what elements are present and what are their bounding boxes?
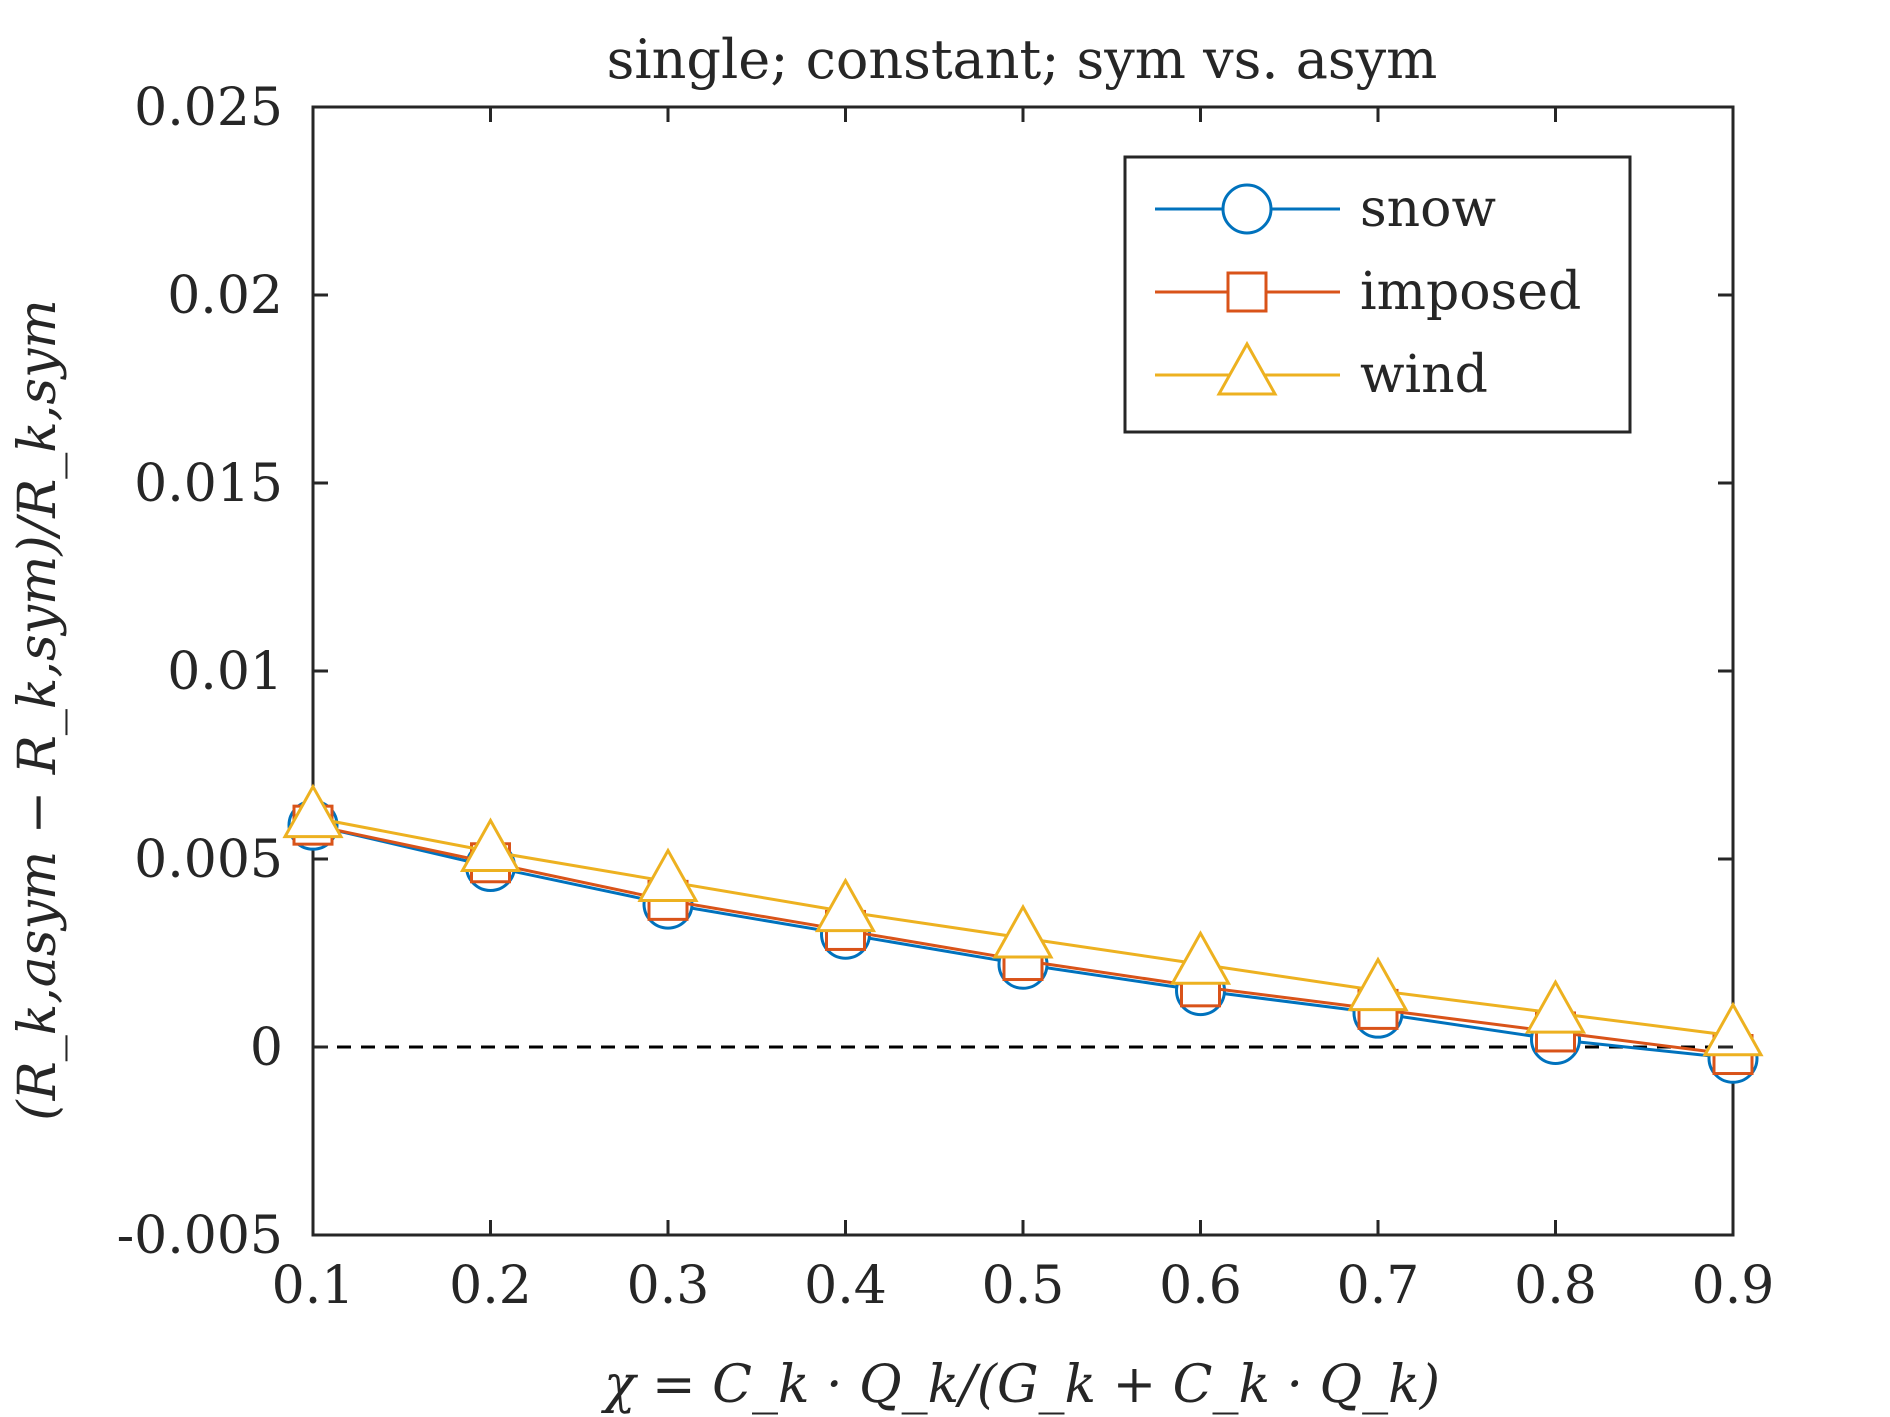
ticks-layer: 0.1 0.2 0.3 0.4 0.5 0.6 0.7 0.8 0.9 -0.005 0 0.005 0… xyxy=(117,78,1775,1316)
y-tick-label: 0.01 xyxy=(167,642,283,702)
legend-label-wind: wind xyxy=(1360,345,1488,405)
x-tick-label: 0.1 xyxy=(272,1256,355,1316)
data-point-wind xyxy=(1524,979,1587,1034)
data-point-wind xyxy=(282,783,344,839)
y-tick-label: -0.005 xyxy=(117,1206,283,1266)
legend-label-imposed: imposed xyxy=(1360,262,1581,322)
x-tick-label: 0.4 xyxy=(804,1256,887,1316)
y-tick-label: 0.005 xyxy=(134,830,283,890)
x-tick-label: 0.5 xyxy=(982,1256,1065,1316)
x-tick-label: 0.8 xyxy=(1514,1256,1597,1316)
data-point-wind xyxy=(1702,1001,1764,1057)
data-point-wind xyxy=(814,877,877,933)
x-tick-label: 0.9 xyxy=(1692,1256,1775,1316)
y-tick-label: 0.015 xyxy=(134,454,283,514)
data-point-wind xyxy=(1169,930,1232,985)
y-tick-label: 0.025 xyxy=(134,78,283,138)
x-tick-label: 0.7 xyxy=(1337,1256,1420,1316)
data-point-wind xyxy=(992,903,1054,959)
series-wind xyxy=(282,783,1764,1057)
legend-marker-wind xyxy=(1216,340,1278,396)
legend-label-snow: snow xyxy=(1360,179,1496,239)
data-point-wind xyxy=(459,817,522,872)
y-axis-label: (R_k,asym − R_k,sym)/R_k,sym xyxy=(8,299,68,1120)
chart-title: single; constant; sym vs. asym xyxy=(607,28,1438,91)
legend-marker-imposed xyxy=(1226,271,1268,313)
series-layer xyxy=(282,783,1764,1084)
x-tick-label: 0.6 xyxy=(1159,1256,1242,1316)
legend-marker-snow xyxy=(1221,183,1273,235)
y-tick-label: 0.02 xyxy=(167,266,283,326)
legend-box xyxy=(1123,155,1632,434)
data-point-wind xyxy=(637,847,699,903)
x-tick-label: 0.3 xyxy=(627,1256,710,1316)
x-tick-label: 0.2 xyxy=(449,1256,532,1316)
legend: snow imposed wind xyxy=(1123,155,1632,434)
y-tick-label: 0 xyxy=(250,1018,283,1078)
data-point-wind xyxy=(1347,956,1409,1012)
x-axis-label: χ = C_k · Q_k/(G_k + C_k · Q_k) xyxy=(600,1355,1440,1415)
